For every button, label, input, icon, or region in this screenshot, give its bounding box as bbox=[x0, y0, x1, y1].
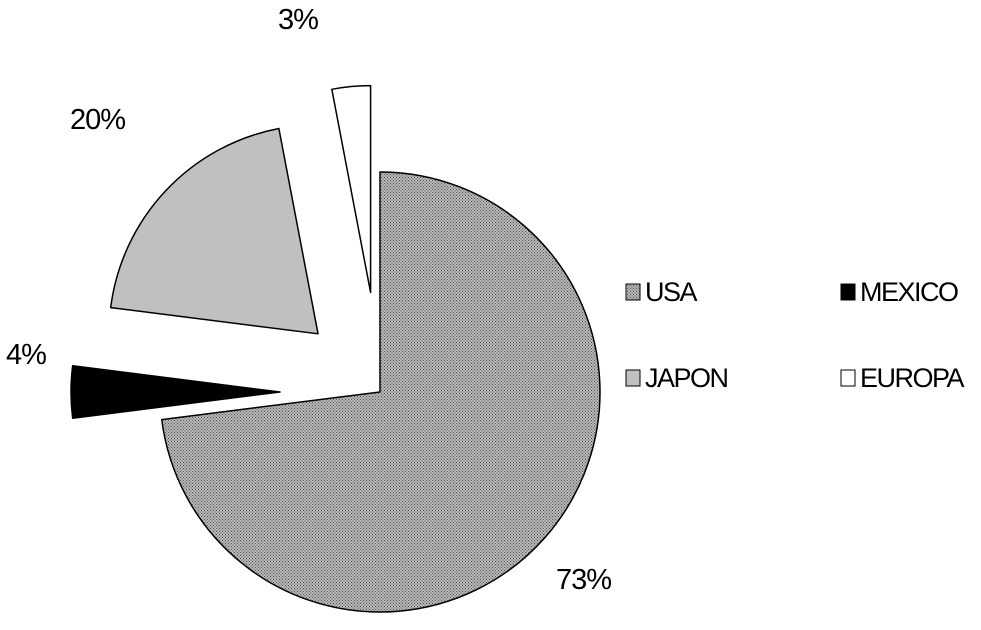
pie-slice-japon bbox=[109, 127, 319, 335]
value-label-japon: 20% bbox=[70, 104, 125, 136]
pie-value-labels: 73% 4% 20% 3% bbox=[6, 4, 612, 596]
value-label-mexico: 4% bbox=[6, 339, 46, 371]
value-label-europa: 3% bbox=[278, 4, 318, 36]
legend-item-europa: EUROPA bbox=[840, 363, 966, 393]
pie-slice-mexico bbox=[70, 365, 281, 419]
chart-legend: USA MEXICO JAPON EUROPA bbox=[625, 277, 966, 393]
legend-swatch-japon bbox=[625, 369, 641, 387]
legend-label-usa: USA bbox=[645, 277, 698, 307]
legend-swatch-europa bbox=[840, 369, 856, 387]
legend-item-mexico: MEXICO bbox=[840, 277, 960, 307]
legend-label-europa: EUROPA bbox=[860, 363, 965, 393]
legend-swatch-mexico bbox=[840, 283, 856, 301]
legend-item-usa: USA bbox=[625, 277, 699, 307]
legend-label-japon: JAPON bbox=[645, 363, 728, 393]
pie-slices bbox=[70, 84, 601, 613]
legend-item-japon: JAPON bbox=[625, 363, 729, 393]
legend-label-mexico: MEXICO bbox=[860, 277, 958, 307]
legend-swatch-usa bbox=[625, 283, 641, 301]
value-label-usa: 73% bbox=[556, 564, 611, 596]
pie-slice-usa bbox=[160, 171, 601, 613]
pie-slice-europa bbox=[331, 84, 372, 294]
